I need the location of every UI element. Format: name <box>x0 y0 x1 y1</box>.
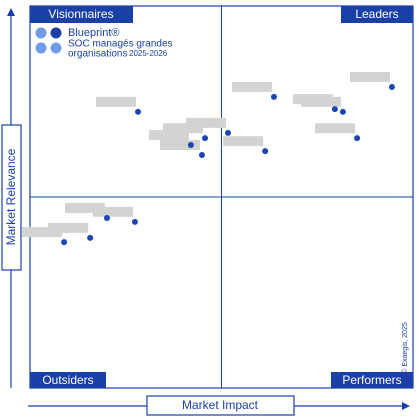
redacted-label <box>300 96 341 107</box>
point <box>388 83 395 90</box>
quadrant-label: Performers <box>342 373 401 387</box>
legend-text: SOC managés grandes <box>68 39 173 50</box>
point <box>339 108 346 115</box>
redacted-label <box>48 222 89 233</box>
point <box>262 148 269 155</box>
redacted-label <box>223 136 264 147</box>
legend-icon <box>50 42 62 54</box>
redacted-label <box>349 71 390 82</box>
copyright: © Exaegis, 2025 <box>401 322 409 374</box>
legend-icon <box>50 27 62 39</box>
point <box>225 129 232 136</box>
legend-text: Blueprint® <box>68 27 120 39</box>
point <box>103 215 110 222</box>
redacted-label <box>231 81 272 92</box>
quadrant-box <box>341 6 413 23</box>
legend-icon <box>35 27 47 39</box>
redacted-label <box>148 130 189 141</box>
y-arrow-head <box>7 8 15 16</box>
redacted-label <box>159 139 200 150</box>
redacted-label <box>96 96 137 107</box>
y-label-box <box>1 124 22 271</box>
redacted-label <box>64 203 105 214</box>
quadrant-label: Visionnaires <box>48 7 113 21</box>
quadrant-box <box>30 6 133 23</box>
redacted-label <box>22 227 63 238</box>
point <box>331 106 338 113</box>
legend-icon <box>35 42 47 54</box>
x-arrow-head <box>402 402 410 410</box>
point <box>187 142 194 149</box>
point <box>61 239 68 246</box>
x-label-box <box>146 395 295 416</box>
point <box>198 151 205 158</box>
quadrant-label: Leaders <box>355 7 398 21</box>
point <box>135 108 142 115</box>
redacted-label <box>92 206 133 217</box>
redacted-label <box>186 117 227 128</box>
legend-text: 2025-2026 <box>129 49 168 58</box>
quadrant-box <box>30 372 106 388</box>
redacted-label <box>163 123 204 134</box>
x-axis-label: Market Impact <box>182 398 259 412</box>
y-axis-label: Market Relevance <box>4 148 18 245</box>
point <box>202 135 209 142</box>
redacted-label <box>315 123 356 134</box>
legend-text: organisations <box>68 49 127 60</box>
quadrant-label: Outsiders <box>42 373 93 387</box>
point <box>354 135 361 142</box>
quadrant-box <box>331 372 413 388</box>
point <box>87 234 94 241</box>
point <box>270 93 277 100</box>
point <box>131 218 138 225</box>
